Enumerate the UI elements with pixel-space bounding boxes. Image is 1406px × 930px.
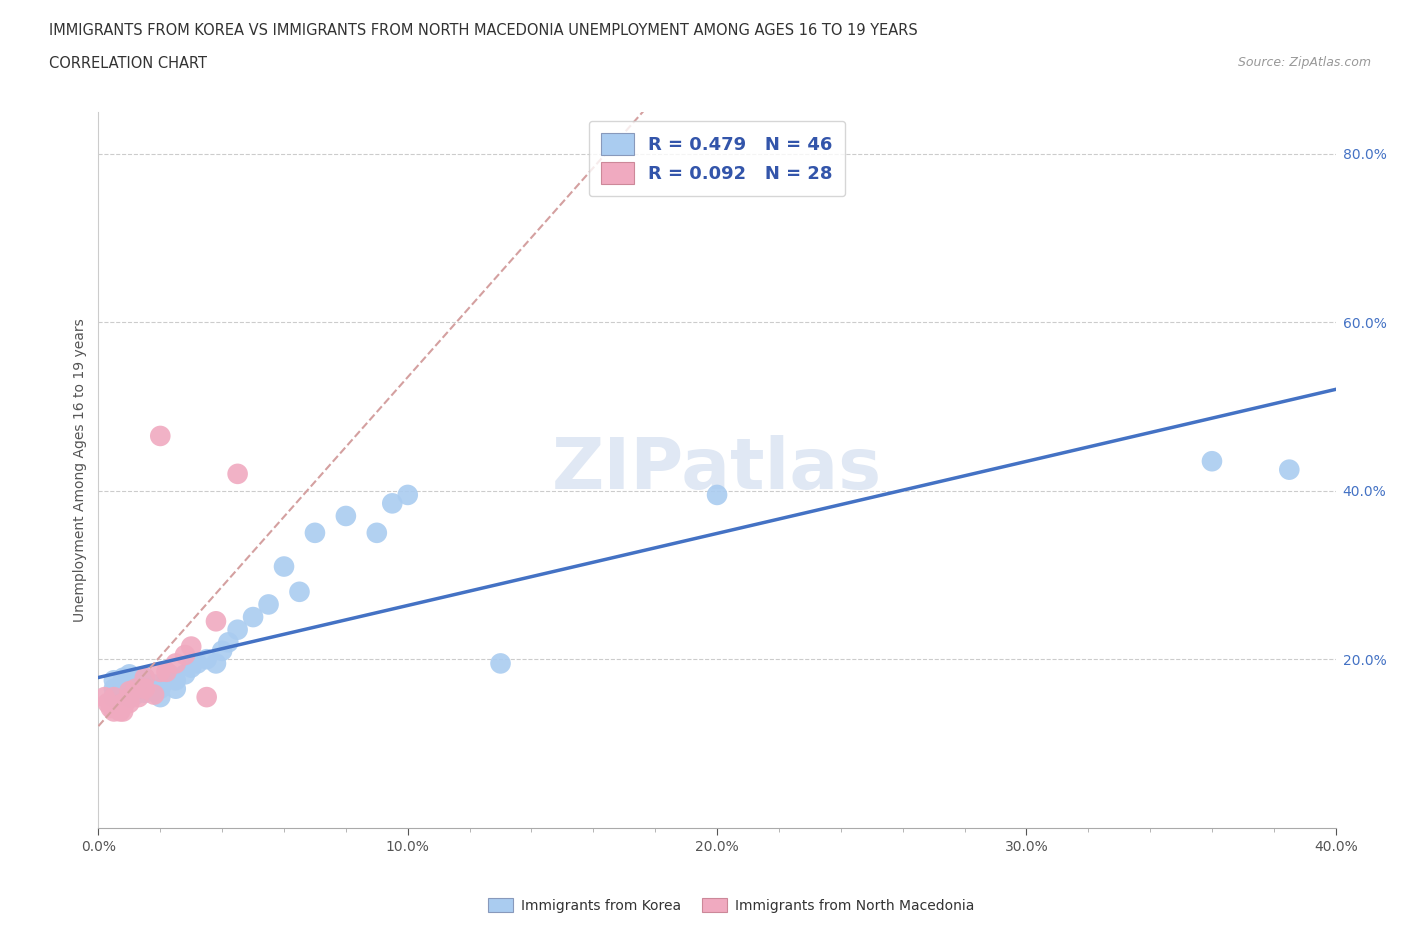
Point <box>100 700 122 715</box>
Point <box>124 687 146 702</box>
Point <box>93 690 115 705</box>
Point <box>118 672 141 687</box>
Point <box>128 690 150 705</box>
Point <box>112 677 135 692</box>
Point <box>180 660 202 675</box>
Point <box>134 682 156 697</box>
Point <box>396 487 419 502</box>
Point <box>155 664 177 679</box>
Point <box>108 704 131 719</box>
Point <box>149 690 172 705</box>
Point <box>103 704 125 719</box>
Point <box>165 656 187 671</box>
Point <box>381 496 404 511</box>
Point <box>335 509 357 524</box>
Point <box>195 690 218 705</box>
Point <box>288 584 311 599</box>
Point <box>134 671 156 685</box>
Point <box>118 667 141 682</box>
Y-axis label: Unemployment Among Ages 16 to 19 years: Unemployment Among Ages 16 to 19 years <box>73 318 87 621</box>
Point <box>124 682 146 697</box>
Point <box>112 671 135 685</box>
Point <box>118 690 141 705</box>
Point <box>112 704 135 719</box>
Point <box>217 635 239 650</box>
Text: IMMIGRANTS FROM KOREA VS IMMIGRANTS FROM NORTH MACEDONIA UNEMPLOYMENT AMONG AGES: IMMIGRANTS FROM KOREA VS IMMIGRANTS FROM… <box>49 23 918 38</box>
Point <box>180 639 202 654</box>
Point <box>273 559 295 574</box>
Point <box>211 644 233 658</box>
Point <box>226 622 249 637</box>
Legend: R = 0.479   N = 46, R = 0.092   N = 28: R = 0.479 N = 46, R = 0.092 N = 28 <box>589 121 845 196</box>
Point <box>186 656 208 671</box>
Point <box>97 696 120 711</box>
Text: CORRELATION CHART: CORRELATION CHART <box>49 56 207 71</box>
Point <box>134 671 156 685</box>
Point <box>706 487 728 502</box>
Point <box>155 672 177 687</box>
Point <box>118 684 141 698</box>
Point <box>112 696 135 711</box>
Point <box>165 682 187 697</box>
Point <box>165 672 187 687</box>
Point <box>149 429 172 444</box>
Point <box>174 667 197 682</box>
Point <box>128 672 150 687</box>
Point <box>226 467 249 482</box>
Point <box>205 614 228 629</box>
Point <box>118 696 141 711</box>
Point <box>174 647 197 662</box>
Point <box>205 656 228 671</box>
Point <box>103 690 125 705</box>
Point <box>149 664 172 679</box>
Point <box>103 690 125 705</box>
Point <box>143 677 166 692</box>
Point <box>195 652 218 667</box>
Point <box>143 687 166 702</box>
Point <box>103 672 125 687</box>
Point <box>134 685 156 700</box>
Point <box>242 610 264 625</box>
Point <box>118 679 141 694</box>
Point <box>489 656 512 671</box>
Point <box>112 685 135 700</box>
Legend: Immigrants from Korea, Immigrants from North Macedonia: Immigrants from Korea, Immigrants from N… <box>482 893 980 919</box>
Point <box>143 684 166 698</box>
Point <box>118 690 141 705</box>
Point <box>159 667 181 682</box>
Point <box>304 525 326 540</box>
Text: Source: ZipAtlas.com: Source: ZipAtlas.com <box>1237 56 1371 69</box>
Point <box>103 682 125 697</box>
Point <box>257 597 280 612</box>
Point <box>115 694 138 709</box>
Point <box>124 682 146 697</box>
Point <box>118 684 141 698</box>
Text: ZIPatlas: ZIPatlas <box>553 435 882 504</box>
Point <box>1278 462 1301 477</box>
Point <box>105 698 128 713</box>
Point <box>1201 454 1223 469</box>
Point <box>149 682 172 697</box>
Point <box>108 698 131 713</box>
Point <box>134 679 156 694</box>
Point <box>366 525 388 540</box>
